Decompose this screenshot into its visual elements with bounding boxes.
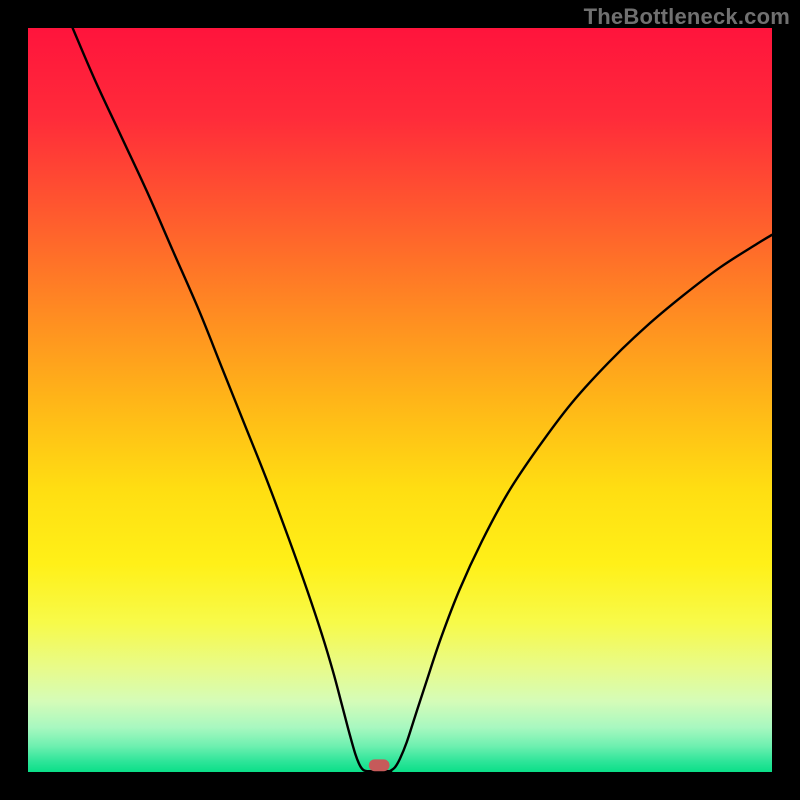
watermark-text: TheBottleneck.com <box>584 4 790 30</box>
bottleneck-chart <box>0 0 800 800</box>
optimum-marker <box>369 759 390 771</box>
plot-background-gradient <box>28 28 772 772</box>
chart-stage: TheBottleneck.com <box>0 0 800 800</box>
